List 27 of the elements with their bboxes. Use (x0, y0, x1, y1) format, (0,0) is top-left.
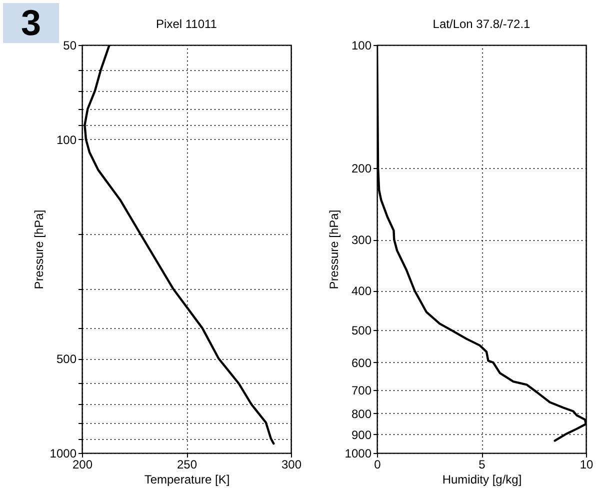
y-tick-label: 1000 (50, 446, 77, 460)
x-tick-label: 5 (478, 458, 486, 472)
chart-title: Lat/Lon 37.8/-72.1 (432, 17, 531, 31)
y-axis-title: Pressure [hPa] (326, 210, 341, 290)
x-tick-label: 200 (72, 458, 93, 472)
y-tick-label: 1000 (344, 446, 372, 460)
y-tick-label: 100 (56, 132, 77, 147)
x-tick-label: 300 (281, 458, 302, 472)
x-tick-label: 10 (580, 458, 594, 472)
y-tick-label: 100 (351, 38, 372, 52)
y-tick-label: 400 (351, 284, 372, 298)
x-axis-title: Temperature [K] (144, 472, 230, 486)
y-tick-label: 700 (351, 383, 372, 398)
x-tick-label: 0 (374, 458, 382, 472)
chart-title: Pixel 11011 (156, 17, 218, 31)
x-tick-label: 250 (176, 458, 198, 472)
y-tick-label: 900 (351, 428, 372, 442)
y-tick-label: 300 (351, 233, 372, 248)
y-tick-label: 50 (63, 38, 77, 52)
y-tick-label: 600 (351, 356, 372, 370)
x-axis-title: Humidity [g/kg] (442, 472, 522, 486)
y-tick-label: 800 (351, 406, 372, 421)
y-tick-label: 500 (56, 352, 77, 366)
panel-number-badge: 3 (3, 3, 59, 43)
y-tick-label: 500 (351, 324, 372, 338)
y-tick-label: 200 (351, 161, 372, 176)
y-axis-title: Pressure [hPa] (32, 210, 46, 290)
